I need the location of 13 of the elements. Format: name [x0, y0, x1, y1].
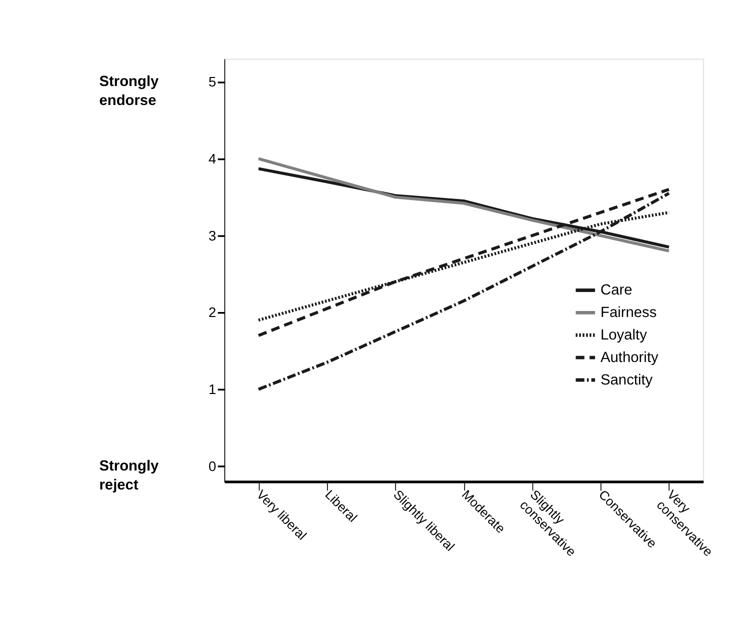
legend-label: Authority — [600, 350, 660, 366]
y-tick-label: 3 — [208, 228, 216, 244]
y-tick-label: 4 — [208, 151, 216, 166]
legend-label: Care — [600, 282, 632, 299]
y-tick-label: 0 — [208, 458, 216, 474]
legend-label: Fairness — [600, 304, 657, 321]
text: Strongly endorse — [99, 74, 160, 110]
y-tick-label: 1 — [208, 382, 216, 398]
legend-label: Loyalty — [600, 327, 648, 344]
y-tick-label: 2 — [208, 305, 216, 320]
text: Strongly reject — [99, 458, 160, 494]
y-tick-label: 5 — [208, 74, 216, 90]
legend-label: Sanctity — [600, 372, 654, 388]
